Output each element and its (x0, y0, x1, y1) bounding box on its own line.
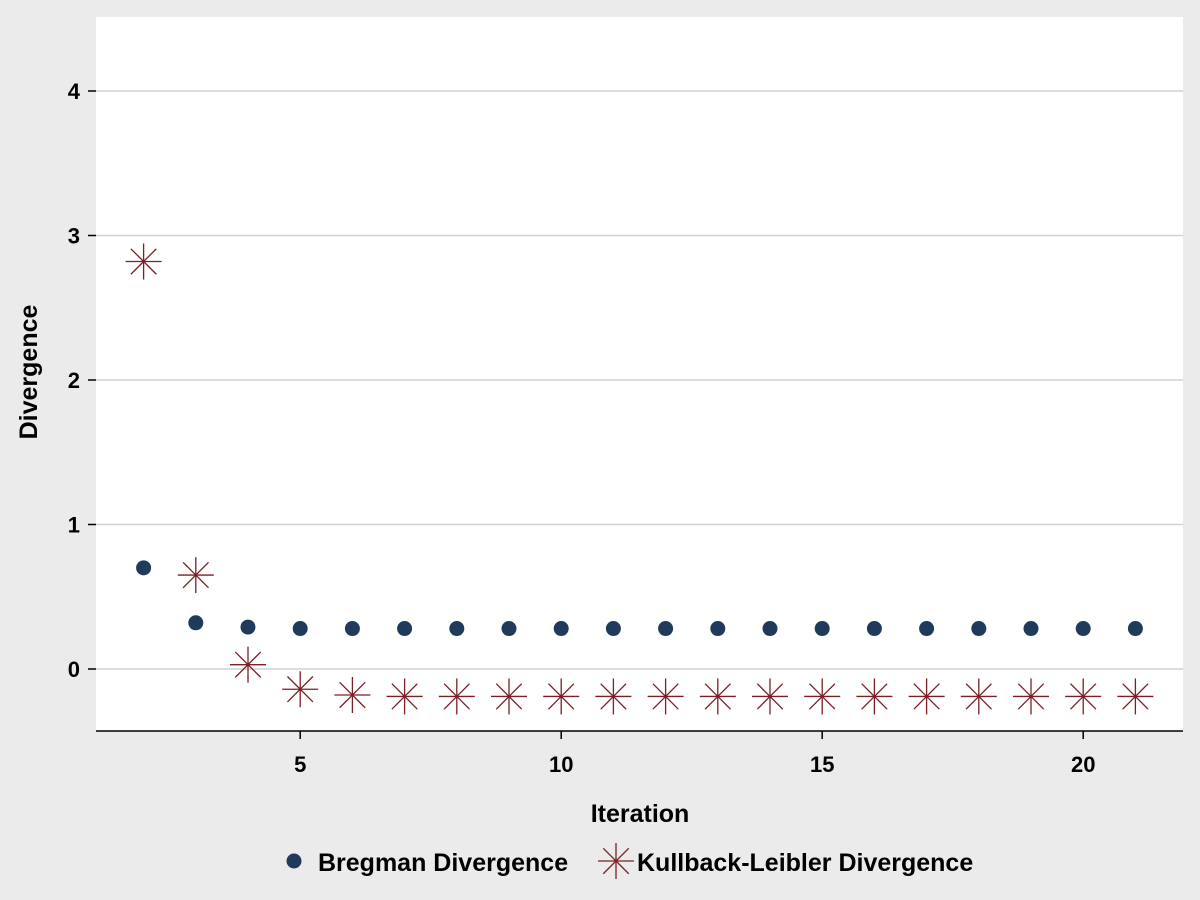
kullback-leibler-point (856, 678, 893, 715)
kullback-leibler-point (960, 678, 997, 715)
x-axis-title: Iteration (591, 800, 690, 828)
kullback-leibler-point (595, 678, 632, 715)
y-axis-ticks: 0 1 2 3 4 (68, 79, 96, 682)
kullback-leibler-point (752, 678, 788, 715)
bregman-point (449, 621, 465, 637)
x-tick-label: 15 (810, 752, 834, 777)
kullback-leibler-point (230, 646, 266, 683)
legend: Bregman Divergence Kullback-Leibler Dive… (286, 843, 973, 879)
kullback-leibler-point (386, 678, 423, 715)
bregman-point (553, 621, 569, 637)
y-axis-title: Divergence (15, 305, 43, 440)
kullback-leibler-point (1117, 678, 1154, 715)
y-tick-label: 3 (68, 224, 80, 249)
bregman-point (1075, 621, 1091, 637)
bregman-point (762, 621, 778, 637)
bregman-point (292, 621, 308, 637)
kullback-leibler-point (1065, 678, 1102, 715)
bregman-point (710, 621, 726, 637)
kullback-leibler-point (282, 671, 319, 708)
legend-marker-kullback-leibler (598, 843, 634, 879)
data-series (125, 243, 1154, 715)
bregman-point (501, 621, 517, 637)
x-tick-label: 10 (549, 752, 573, 777)
x-tick-label: 20 (1071, 752, 1095, 777)
bregman-point (240, 619, 256, 635)
y-tick-label: 2 (68, 368, 80, 393)
kullback-leibler-point (125, 243, 162, 280)
y-tick-label: 1 (68, 513, 80, 538)
kullback-leibler-point (177, 557, 214, 594)
bregman-point (136, 560, 152, 576)
plot-area (96, 17, 1183, 731)
bregman-point (814, 621, 830, 637)
kullback-leibler-point (1013, 678, 1049, 715)
kullback-leibler-point (699, 678, 736, 715)
x-tick-label: 5 (294, 752, 306, 777)
bregman-point (1127, 621, 1143, 637)
kullback-leibler-point (491, 678, 527, 715)
kullback-leibler-point (804, 678, 841, 715)
bregman-point (1023, 621, 1039, 637)
kullback-leibler-point (908, 678, 945, 715)
legend-label-kullback-leibler: Kullback-Leibler Divergence (637, 849, 973, 877)
bregman-point (188, 615, 204, 631)
kullback-leibler-point (543, 678, 580, 715)
kullback-leibler-point (438, 678, 475, 715)
bregman-point (919, 621, 935, 637)
kullback-leibler-point (334, 677, 371, 714)
gridlines (96, 90, 1183, 670)
legend-asterisk (598, 843, 634, 879)
y-tick-label: 0 (68, 657, 80, 682)
bregman-point (658, 621, 674, 637)
x-axis-ticks: 5 10 15 20 (294, 731, 1095, 777)
bregman-point (866, 621, 882, 637)
legend-label-bregman: Bregman Divergence (318, 849, 568, 877)
kullback-leibler-point (647, 678, 684, 715)
bregman-point (344, 621, 360, 637)
bregman-point (971, 621, 987, 637)
bregman-point (605, 621, 621, 637)
legend-marker-bregman (286, 853, 302, 869)
y-tick-label: 4 (68, 79, 81, 104)
bregman-point (397, 621, 413, 637)
